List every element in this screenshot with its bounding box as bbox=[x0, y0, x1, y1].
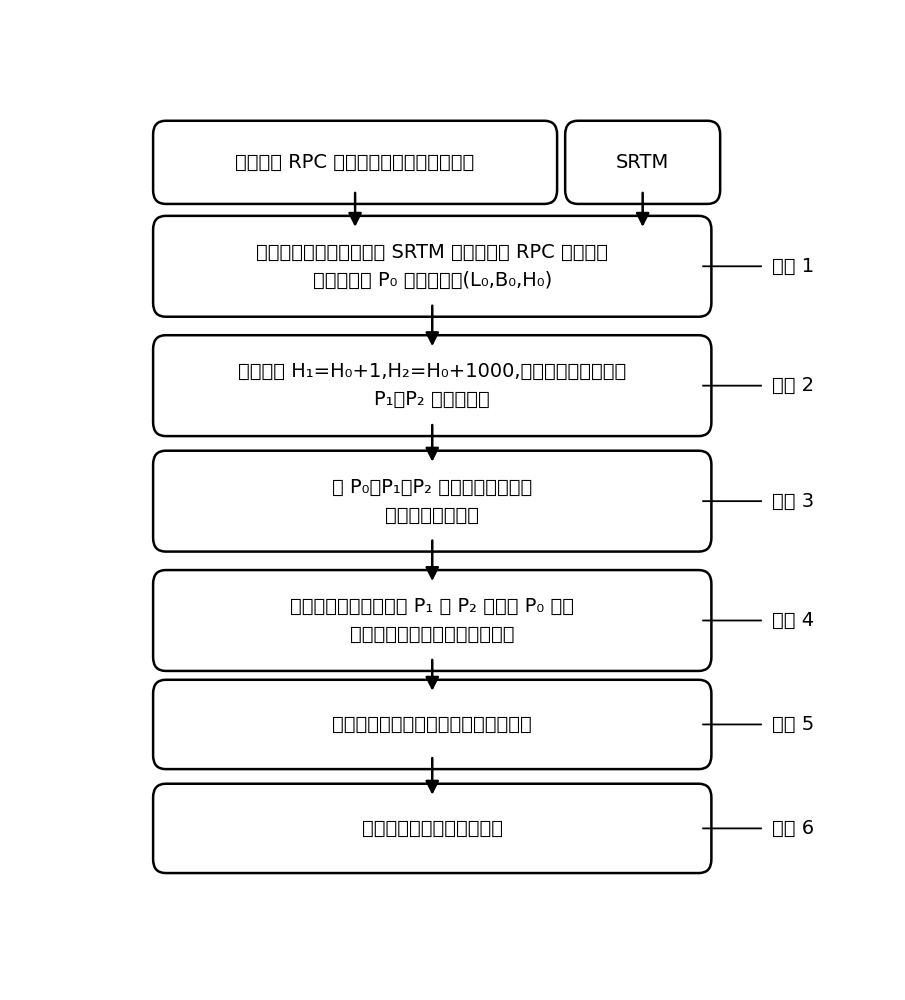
Text: 步骤 5: 步骤 5 bbox=[773, 715, 814, 734]
FancyBboxPatch shape bbox=[153, 784, 711, 873]
Text: 将 P₀，P₁，P₂ 的大地坐标转换到
地心直角坐标系中: 将 P₀，P₁，P₂ 的大地坐标转换到 地心直角坐标系中 bbox=[332, 478, 532, 525]
Text: 计算影像重叠区同名像点的成像交会角: 计算影像重叠区同名像点的成像交会角 bbox=[332, 715, 532, 734]
Text: 步骤 3: 步骤 3 bbox=[773, 492, 814, 511]
FancyBboxPatch shape bbox=[153, 570, 711, 671]
FancyBboxPatch shape bbox=[153, 680, 711, 769]
Text: 同名像点弱交会成像的判定: 同名像点弱交会成像的判定 bbox=[362, 819, 503, 838]
Text: 多源影像 RPC 参数及其同名像点影像坐标: 多源影像 RPC 参数及其同名像点影像坐标 bbox=[235, 153, 475, 172]
FancyBboxPatch shape bbox=[153, 335, 711, 436]
FancyBboxPatch shape bbox=[153, 216, 711, 317]
Text: 针对各同名影像像点，在 SRTM 支持下利用 RPC 模型计算
对应地面点 P₀ 的大地坐标(L₀,B₀,H₀): 针对各同名影像像点，在 SRTM 支持下利用 RPC 模型计算 对应地面点 P₀… bbox=[256, 243, 608, 290]
Text: 步骤 2: 步骤 2 bbox=[773, 376, 814, 395]
FancyBboxPatch shape bbox=[153, 121, 557, 204]
Text: 步骤 1: 步骤 1 bbox=[773, 257, 814, 276]
Text: 步骤 4: 步骤 4 bbox=[773, 611, 814, 630]
Text: 根据地心直角坐标系中 P₁ 和 P₂ 相对于 P₀ 的坐
标增量，计算地面点的入射向量: 根据地心直角坐标系中 P₁ 和 P₂ 相对于 P₀ 的坐 标增量，计算地面点的入… bbox=[291, 597, 575, 644]
Text: 设置高程 H₁=H₀+1,H₂=H₀+1000,重新计算地面点位置
P₁，P₂ 的大地坐标: 设置高程 H₁=H₀+1,H₂=H₀+1000,重新计算地面点位置 P₁，P₂ … bbox=[238, 362, 626, 409]
Text: 步骤 6: 步骤 6 bbox=[773, 819, 814, 838]
Text: SRTM: SRTM bbox=[616, 153, 670, 172]
FancyBboxPatch shape bbox=[153, 451, 711, 552]
FancyBboxPatch shape bbox=[565, 121, 720, 204]
